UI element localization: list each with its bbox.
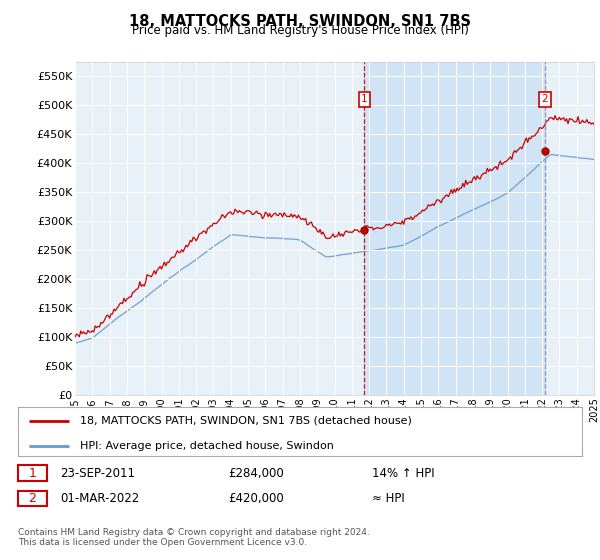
Text: 18, MATTOCKS PATH, SWINDON, SN1 7BS: 18, MATTOCKS PATH, SWINDON, SN1 7BS — [129, 14, 471, 29]
Bar — [364, 62, 545, 395]
Text: £420,000: £420,000 — [228, 492, 284, 505]
Text: ≈ HPI: ≈ HPI — [372, 492, 405, 505]
Text: 1: 1 — [28, 466, 37, 480]
Text: 2: 2 — [542, 94, 548, 104]
Text: Price paid vs. HM Land Registry's House Price Index (HPI): Price paid vs. HM Land Registry's House … — [131, 24, 469, 37]
Text: Contains HM Land Registry data © Crown copyright and database right 2024.
This d: Contains HM Land Registry data © Crown c… — [18, 528, 370, 547]
Text: 23-SEP-2011: 23-SEP-2011 — [60, 466, 135, 480]
Text: 01-MAR-2022: 01-MAR-2022 — [60, 492, 139, 505]
Text: 14% ↑ HPI: 14% ↑ HPI — [372, 466, 434, 480]
Text: 18, MATTOCKS PATH, SWINDON, SN1 7BS (detached house): 18, MATTOCKS PATH, SWINDON, SN1 7BS (det… — [80, 416, 412, 426]
Text: 2: 2 — [28, 492, 37, 505]
Text: 1: 1 — [361, 94, 368, 104]
Text: £284,000: £284,000 — [228, 466, 284, 480]
Text: HPI: Average price, detached house, Swindon: HPI: Average price, detached house, Swin… — [80, 441, 334, 451]
